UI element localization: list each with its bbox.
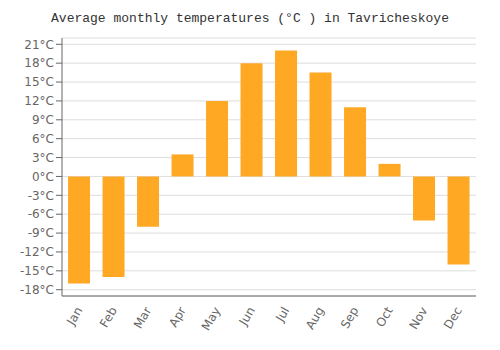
svg-text:3°C: 3°C — [32, 151, 54, 165]
svg-text:12°C: 12°C — [24, 94, 54, 108]
svg-text:-3°C: -3°C — [28, 189, 54, 203]
svg-text:-15°C: -15°C — [20, 264, 54, 278]
svg-text:Aug: Aug — [303, 305, 327, 332]
svg-text:15°C: 15°C — [24, 75, 54, 89]
svg-text:21°C: 21°C — [24, 38, 54, 52]
svg-text:-12°C: -12°C — [20, 245, 54, 259]
svg-text:18°C: 18°C — [24, 56, 54, 70]
svg-text:-6°C: -6°C — [28, 207, 54, 221]
svg-text:9°C: 9°C — [32, 113, 54, 127]
svg-text:May: May — [199, 305, 224, 333]
svg-text:Dec: Dec — [441, 305, 465, 332]
svg-text:Mar: Mar — [131, 304, 154, 331]
svg-text:Jun: Jun — [236, 305, 258, 329]
svg-text:-18°C: -18°C — [20, 283, 54, 297]
svg-text:Jan: Jan — [63, 305, 85, 329]
svg-text:0°C: 0°C — [32, 170, 54, 184]
html-text:Average monthly temperatures (: Average monthly temperatures (°C ) in Ta… — [51, 11, 449, 26]
svg-text:Oct: Oct — [373, 304, 396, 329]
svg-text:-9°C: -9°C — [28, 226, 54, 240]
svg-text:Feb: Feb — [97, 305, 120, 330]
svg-text:Sep: Sep — [338, 305, 361, 332]
svg-text:Apr: Apr — [166, 304, 189, 329]
svg-text:Jul: Jul — [272, 305, 292, 325]
svg-text:6°C: 6°C — [32, 132, 54, 146]
svg-text:Nov: Nov — [406, 305, 430, 332]
